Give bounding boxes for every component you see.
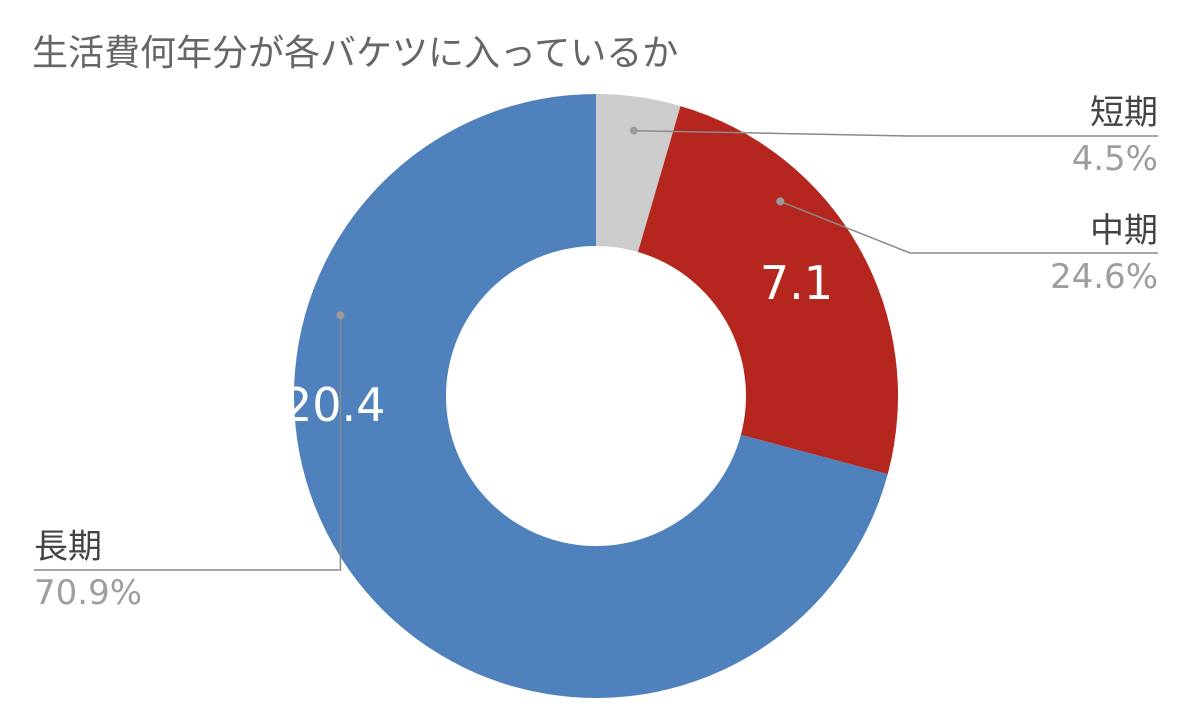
leader-dot-short (629, 126, 638, 135)
percent-label-short: 4.5% (1072, 139, 1158, 179)
percent-label-mid: 24.6% (1050, 257, 1158, 297)
slice-mid (637, 106, 898, 475)
leader-line-short (633, 129, 1158, 137)
leader-line-mid (779, 200, 1158, 254)
value-label-long: 20.4 (283, 378, 385, 432)
leader-line-long (34, 315, 342, 571)
category-label-mid: 中期 (1090, 211, 1158, 251)
value-label-mid: 7.1 (760, 256, 833, 310)
chart-title: 生活費何年分が各バケツに入っているか (32, 33, 679, 74)
category-label-long: 長期 (34, 527, 102, 567)
leader-dot-mid (776, 197, 785, 206)
category-label-short: 短期 (1090, 93, 1158, 133)
percent-label-long: 70.9% (34, 573, 142, 613)
slice-short (596, 94, 681, 252)
slice-long (294, 94, 888, 698)
leader-dot-long (336, 311, 345, 320)
